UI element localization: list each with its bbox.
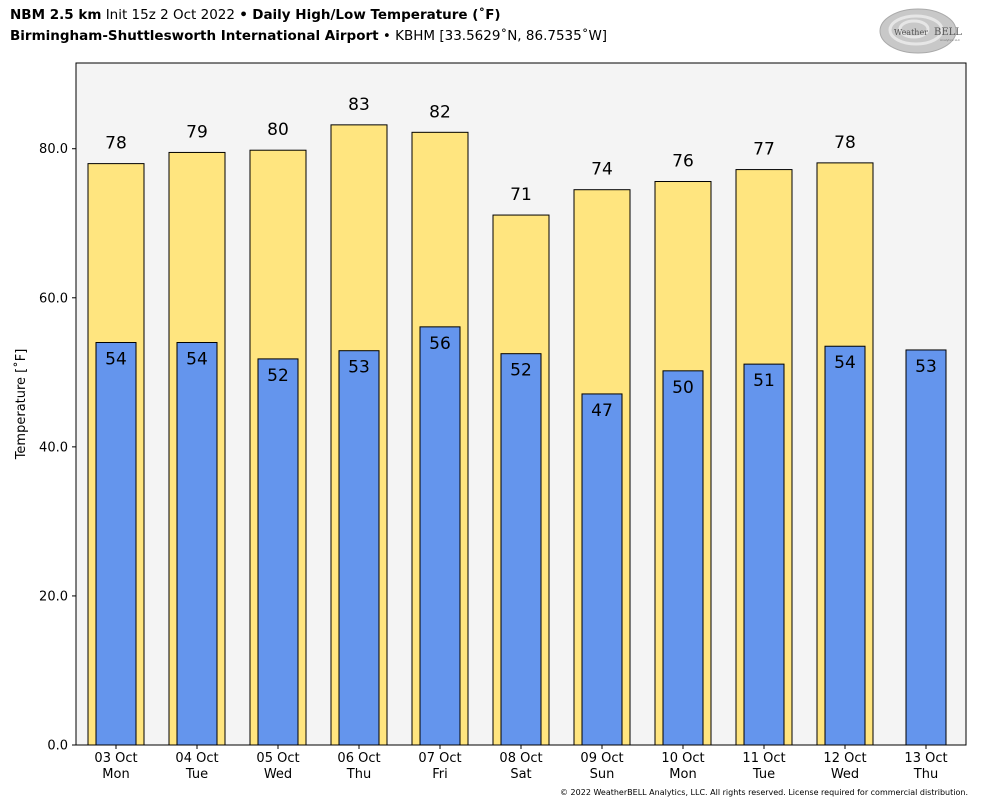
high-temp-value-label: 77 bbox=[753, 140, 775, 160]
x-tick-date-label: 06 Oct bbox=[337, 751, 380, 766]
low-temp-value-label: 52 bbox=[267, 366, 289, 386]
x-tick-date-label: 05 Oct bbox=[256, 751, 299, 766]
high-temp-value-label: 76 bbox=[672, 152, 694, 172]
low-temp-value-label: 47 bbox=[591, 401, 613, 421]
high-temp-value-label: 71 bbox=[510, 185, 532, 205]
logo-text-sub: Analytics LLC bbox=[940, 38, 960, 42]
low-temp-bar bbox=[743, 363, 785, 746]
init-time: Init 15z 2 Oct 2022 bbox=[105, 7, 235, 23]
product-title: Daily High/Low Temperature (˚F) bbox=[252, 7, 501, 23]
copyright-notice: © 2022 WeatherBELL Analytics, LLC. All r… bbox=[560, 788, 968, 797]
x-tick-day-label: Wed bbox=[264, 767, 292, 782]
y-axis-label: Temperature [˚F] bbox=[13, 349, 29, 461]
y-tick-label: 60.0 bbox=[39, 291, 68, 306]
high-temp-value-label: 82 bbox=[429, 102, 451, 122]
weatherbell-logo: Weather BELL Analytics LLC bbox=[879, 8, 962, 54]
low-temp-value-label: 54 bbox=[186, 350, 208, 370]
x-tick-day-label: Thu bbox=[913, 767, 938, 782]
y-axis: 0.0 20.0 40.0 60.0 80.0 bbox=[39, 142, 76, 754]
x-tick-date-label: 12 Oct bbox=[823, 751, 866, 766]
y-tick-label: 80.0 bbox=[39, 142, 68, 157]
low-temp-bar bbox=[419, 326, 461, 746]
x-tick-day-label: Fri bbox=[432, 767, 448, 782]
x-tick-date-label: 07 Oct bbox=[418, 751, 461, 766]
station-name: Birmingham-Shuttlesworth International A… bbox=[10, 28, 379, 44]
x-tick-day-label: Sun bbox=[590, 767, 615, 782]
high-temp-value-label: 74 bbox=[591, 160, 613, 180]
high-temp-value-label: 83 bbox=[348, 95, 370, 115]
low-temperature-series: 54 54 52 53 56 52 47 50 51 54 53 bbox=[95, 326, 947, 746]
high-temp-value-label: 79 bbox=[186, 122, 208, 142]
low-temp-value-label: 53 bbox=[915, 357, 937, 377]
header-bullet: • bbox=[239, 7, 248, 23]
low-temp-bar bbox=[95, 342, 137, 746]
low-temp-value-label: 56 bbox=[429, 334, 451, 354]
header-bullet-2: • bbox=[382, 28, 391, 44]
x-tick-date-label: 04 Oct bbox=[175, 751, 218, 766]
low-temp-value-label: 53 bbox=[348, 358, 370, 378]
y-tick-label: 0.0 bbox=[47, 739, 68, 754]
high-temp-value-label: 80 bbox=[267, 120, 289, 140]
x-tick-day-label: Tue bbox=[752, 767, 775, 782]
low-temp-value-label: 54 bbox=[834, 353, 856, 373]
low-temp-bar bbox=[662, 370, 704, 746]
x-tick-date-label: 08 Oct bbox=[499, 751, 542, 766]
y-tick-label: 40.0 bbox=[39, 440, 68, 455]
high-temp-value-label: 78 bbox=[834, 133, 856, 153]
x-tick-day-label: Wed bbox=[831, 767, 859, 782]
x-tick-day-label: Mon bbox=[669, 767, 696, 782]
logo-text-bell: BELL bbox=[934, 27, 962, 38]
low-temp-value-label: 51 bbox=[753, 371, 775, 391]
chart-header-line-1: NBM 2.5 km Init 15z 2 Oct 2022 • Daily H… bbox=[10, 7, 501, 23]
x-tick-date-label: 13 Oct bbox=[904, 751, 947, 766]
x-tick-day-label: Tue bbox=[185, 767, 208, 782]
low-temp-bar bbox=[257, 358, 299, 746]
y-tick-label: 20.0 bbox=[39, 589, 68, 604]
logo-text-weather: Weather bbox=[894, 28, 928, 37]
model-name: NBM 2.5 km bbox=[10, 7, 102, 23]
x-tick-date-label: 10 Oct bbox=[661, 751, 704, 766]
low-temp-bar bbox=[905, 349, 947, 746]
low-temp-bar bbox=[824, 345, 866, 746]
x-tick-date-label: 09 Oct bbox=[580, 751, 623, 766]
station-info: KBHM [33.5629˚N, 86.7535˚W] bbox=[395, 28, 608, 44]
low-temp-bar bbox=[500, 353, 542, 746]
high-temp-value-label: 78 bbox=[105, 134, 127, 154]
chart-header-line-2: Birmingham-Shuttlesworth International A… bbox=[10, 28, 607, 44]
low-temp-bar bbox=[581, 393, 623, 746]
low-temp-value-label: 50 bbox=[672, 378, 694, 398]
x-tick-date-label: 11 Oct bbox=[742, 751, 785, 766]
x-tick-date-label: 03 Oct bbox=[94, 751, 137, 766]
low-temp-value-label: 52 bbox=[510, 361, 532, 381]
low-temp-bar bbox=[338, 350, 380, 746]
x-tick-day-label: Thu bbox=[346, 767, 371, 782]
low-temp-value-label: 54 bbox=[105, 350, 127, 370]
plot-frame bbox=[75, 62, 967, 746]
low-temp-bar bbox=[176, 342, 218, 746]
x-tick-day-label: Mon bbox=[102, 767, 129, 782]
x-tick-day-label: Sat bbox=[510, 767, 531, 782]
